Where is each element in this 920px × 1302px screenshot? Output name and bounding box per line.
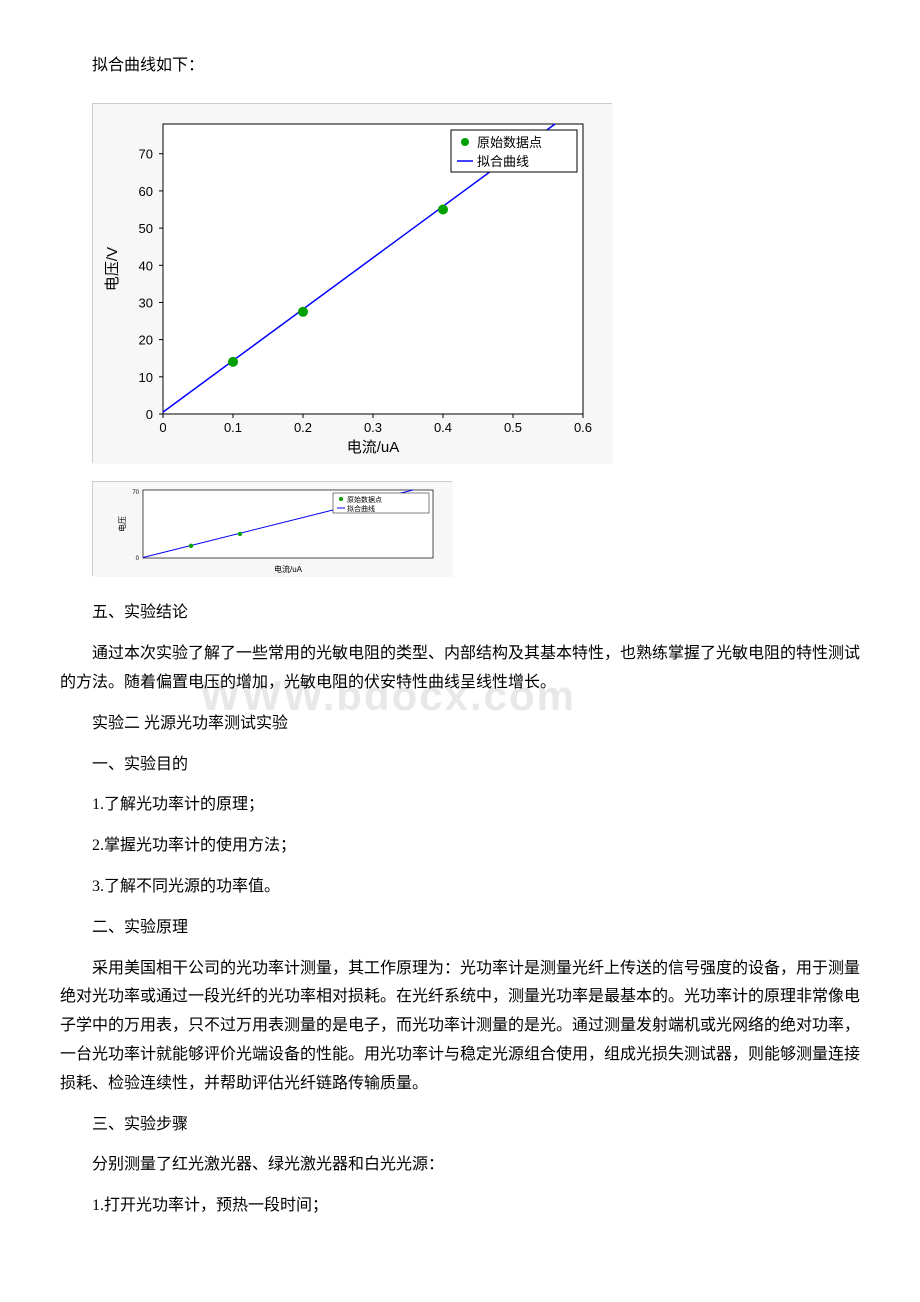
thumb-xlabel: 电流/uA — [274, 564, 303, 574]
svg-text:30: 30 — [139, 295, 153, 310]
thumb-legend-0: 原始数据点 — [347, 495, 382, 504]
svg-text:0: 0 — [146, 407, 153, 422]
svg-text:70: 70 — [132, 490, 139, 496]
section5-heading: 五、实验结论 — [60, 599, 860, 628]
svg-text:0.2: 0.2 — [294, 420, 312, 435]
svg-text:0.5: 0.5 — [504, 420, 522, 435]
svg-text:10: 10 — [139, 370, 153, 385]
svg-text:20: 20 — [139, 332, 153, 347]
main-chart: 0 10 20 30 40 50 60 70 0 0.1 0.2 0.3 — [92, 103, 612, 463]
thumb-chart: 0 70 电流/uA 电压 原始数据点 拟合曲线 — [92, 481, 452, 576]
svg-text:0.3: 0.3 — [364, 420, 382, 435]
legend-item-0: 原始数据点 — [477, 135, 542, 150]
x-axis-label: 电流/uA — [347, 439, 400, 456]
svg-text:0.1: 0.1 — [224, 420, 242, 435]
exp2-s2-heading: 二、实验原理 — [60, 914, 860, 943]
exp2-s3-intro: 分别测量了红光激光器、绿光激光器和白光光源： — [60, 1151, 860, 1180]
svg-text:60: 60 — [139, 184, 153, 199]
intro-text: 拟合曲线如下： — [60, 52, 860, 81]
section5-body: 通过本次实验了解了一些常用的光敏电阻的类型、内部结构及其基本特性，也熟练掌握了光… — [60, 640, 860, 698]
exp2-s2-body: 采用美国相干公司的光功率计测量，其工作原理为：光功率计是测量光纤上传送的信号强度… — [60, 955, 860, 1099]
svg-text:70: 70 — [139, 146, 153, 161]
exp2-s1-item-2: 3.了解不同光源的功率值。 — [60, 873, 860, 902]
svg-text:0: 0 — [159, 420, 166, 435]
legend: 原始数据点 拟合曲线 — [451, 130, 577, 172]
legend-item-1: 拟合曲线 — [477, 154, 529, 169]
exp2-title: 实验二 光源光功率测试实验 — [60, 710, 860, 739]
svg-text:0.4: 0.4 — [434, 420, 452, 435]
thumb-legend-1: 拟合曲线 — [347, 504, 375, 513]
svg-text:50: 50 — [139, 221, 153, 236]
thumb-ylabel: 电压 — [117, 516, 127, 532]
exp2-s1-item-0: 1.了解光功率计的原理； — [60, 791, 860, 820]
exp2-s1-item-1: 2.掌握光功率计的使用方法； — [60, 832, 860, 861]
exp2-s3-item-0: 1.打开光功率计，预热一段时间； — [60, 1192, 860, 1221]
y-axis-label: 电压/V — [104, 247, 121, 291]
svg-text:0.6: 0.6 — [574, 420, 592, 435]
exp2-s1-heading: 一、实验目的 — [60, 751, 860, 780]
svg-text:40: 40 — [139, 258, 153, 273]
exp2-s3-heading: 三、实验步骤 — [60, 1111, 860, 1140]
